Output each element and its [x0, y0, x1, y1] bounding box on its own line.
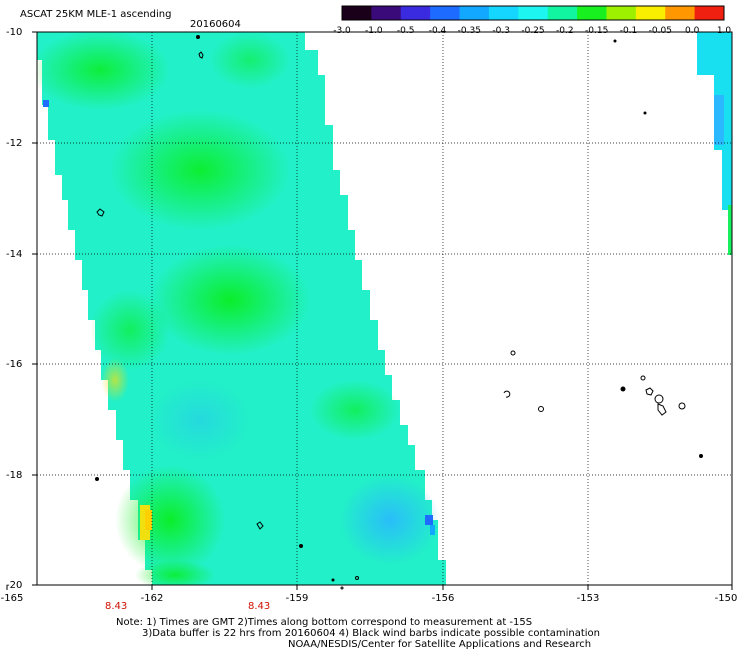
- colorbar-tick-label: 1.0: [716, 26, 732, 36]
- colorbar-tick-label: 0.0: [684, 26, 700, 36]
- plot-frame: [36, 31, 733, 586]
- colorbar-tick-label: -0.05: [648, 26, 672, 36]
- colorbar-swatch: [665, 6, 696, 20]
- lat-label-10: -10: [6, 27, 23, 38]
- lat-label-16: -16: [6, 359, 23, 370]
- colorbar-swatch: [342, 6, 372, 20]
- colorbar-swatch: [547, 6, 578, 20]
- axis-ticks: [6, 31, 733, 590]
- colorbar-swatch: [606, 6, 637, 20]
- colorbar-tick-label: -0.15: [585, 26, 609, 36]
- lon-label-153: -153: [576, 593, 600, 604]
- graticule: [37, 32, 732, 585]
- colorbar-tick-label: -0.35: [457, 26, 481, 36]
- lat-label-18: -18: [6, 470, 23, 481]
- colorbar-tick-label: -0.5: [396, 26, 415, 36]
- island-outlines: [95, 35, 703, 590]
- colorbar-frame: [341, 5, 725, 21]
- lon-label-165: -165: [0, 593, 24, 604]
- colorbar-tick-label: -0.1: [619, 26, 638, 36]
- colorbar-swatch: [430, 6, 461, 20]
- colorbar-tick-label: -0.4: [428, 26, 447, 36]
- note-line-3: NOAA/NESDIS/Center for Satellite Applica…: [288, 639, 592, 650]
- lon-label-162: -162: [140, 593, 164, 604]
- colorbar-swatch: [488, 6, 519, 20]
- colorbar-swatch: [577, 6, 607, 20]
- colorbar-swatch: [459, 6, 490, 20]
- colorbar-tick-label: -0.25: [521, 26, 545, 36]
- swath-data: [37, 32, 732, 585]
- map-title: ASCAT 25KM MLE-1 ascending: [20, 9, 172, 20]
- note-line-1: Note: 1) Times are GMT 2)Times along bot…: [116, 617, 533, 628]
- lon-label-156: -156: [431, 593, 455, 604]
- lon-label-150: -150: [714, 593, 738, 604]
- colorbar-swatch: [518, 6, 549, 20]
- note-line-2: 3)Data buffer is 22 hrs from 20160604 4)…: [142, 628, 600, 639]
- colorbar: [341, 5, 725, 21]
- time-label-1: 8.43: [105, 601, 128, 612]
- lat-label-20: -20: [6, 580, 23, 591]
- colorbar-tick-label: -0.3: [492, 26, 510, 36]
- lat-label-14: -14: [6, 249, 23, 260]
- lon-label-159: -159: [285, 593, 309, 604]
- colorbar-swatch: [694, 6, 725, 20]
- lat-label-12: -12: [6, 138, 23, 149]
- colorbar-swatch: [400, 6, 431, 20]
- map-date: 20160604: [190, 19, 241, 30]
- time-label-2: 8.43: [248, 601, 271, 612]
- colorbar-tick-label: -0.2: [556, 26, 574, 36]
- colorbar-tick-label: -1.0: [365, 26, 383, 36]
- colorbar-swatch: [635, 6, 666, 20]
- colorbar-tick-label: -3.0: [333, 26, 351, 36]
- colorbar-swatch: [371, 6, 402, 20]
